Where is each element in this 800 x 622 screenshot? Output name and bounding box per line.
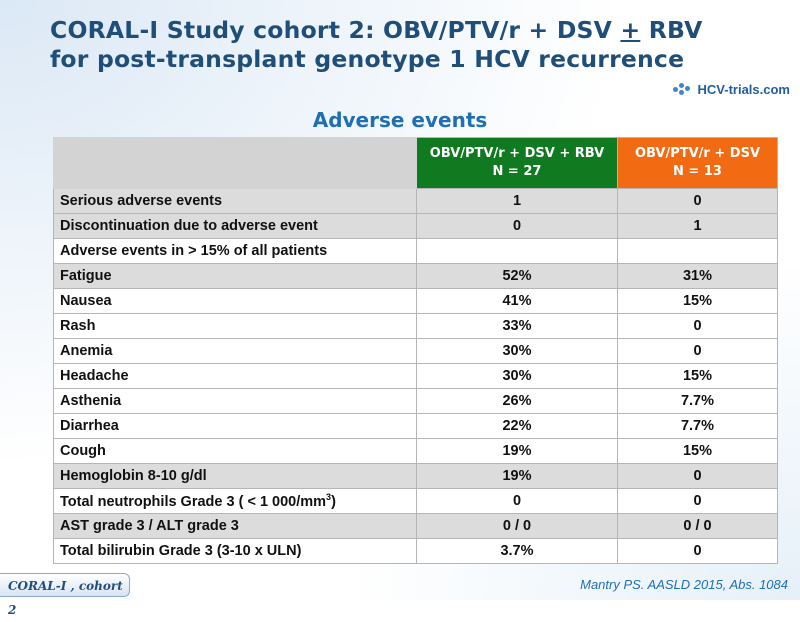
study-tag: CORAL-I , cohort 2 bbox=[0, 573, 130, 617]
table-row: Fatigue 52% 31% bbox=[53, 263, 778, 289]
table-row: Anemia 30% 0 bbox=[53, 338, 778, 364]
title-line-2: for post-transplant genotype 1 HCV recur… bbox=[50, 45, 685, 73]
hcv-trials-logo: HCV-trials.com bbox=[672, 78, 790, 100]
table-row: Total bilirubin Grade 3 (3-10 x ULN) 3.7%… bbox=[53, 538, 778, 564]
header-no-rbv-arm: OBV/PTV/r + DSV N = 13 bbox=[617, 137, 778, 189]
table-row: Rash 33% 0 bbox=[53, 313, 778, 339]
table-row: Nausea 41% 15% bbox=[53, 288, 778, 314]
section-subtitle: Adverse events bbox=[312, 108, 488, 132]
table-row: Total neutrophils Grade 3 ( < 1 000/mm3)… bbox=[53, 488, 778, 514]
neutrophils-label: Total neutrophils Grade 3 ( < 1 000/mm3) bbox=[53, 488, 417, 514]
logo-dots-icon bbox=[672, 82, 695, 96]
adverse-events-table: OBV/PTV/r + DSV + RBV N = 27 OBV/PTV/r +… bbox=[53, 137, 778, 564]
table-row: Headache 30% 15% bbox=[53, 363, 778, 389]
table-row: Cough 19% 15% bbox=[53, 438, 778, 464]
table-row: Hemoglobin 8-10 g/dl 19% 0 bbox=[53, 463, 778, 489]
header-rbv-arm: OBV/PTV/r + DSV + RBV N = 27 bbox=[416, 137, 618, 189]
title-line-1: CORAL-I Study cohort 2: OBV/PTV/r + DSV … bbox=[50, 16, 703, 44]
table-row: Discontinuation due to adverse event 0 1 bbox=[53, 213, 778, 239]
table-row: Adverse events in > 15% of all patients bbox=[53, 238, 778, 264]
table-row: Serious adverse events 1 0 bbox=[53, 188, 778, 214]
table-row: Asthenia 26% 7.7% bbox=[53, 388, 778, 414]
header-blank-cell bbox=[53, 137, 417, 189]
source-citation: Mantry PS. AASLD 2015, Abs. 1084 bbox=[580, 577, 788, 592]
table-row: Diarrhea 22% 7.7% bbox=[53, 413, 778, 439]
table-header-row: OBV/PTV/r + DSV + RBV N = 27 OBV/PTV/r +… bbox=[53, 137, 778, 189]
logo-text: HCV-trials.com bbox=[697, 81, 790, 97]
slide-title: CORAL-I Study cohort 2: OBV/PTV/r + DSV … bbox=[50, 16, 790, 74]
